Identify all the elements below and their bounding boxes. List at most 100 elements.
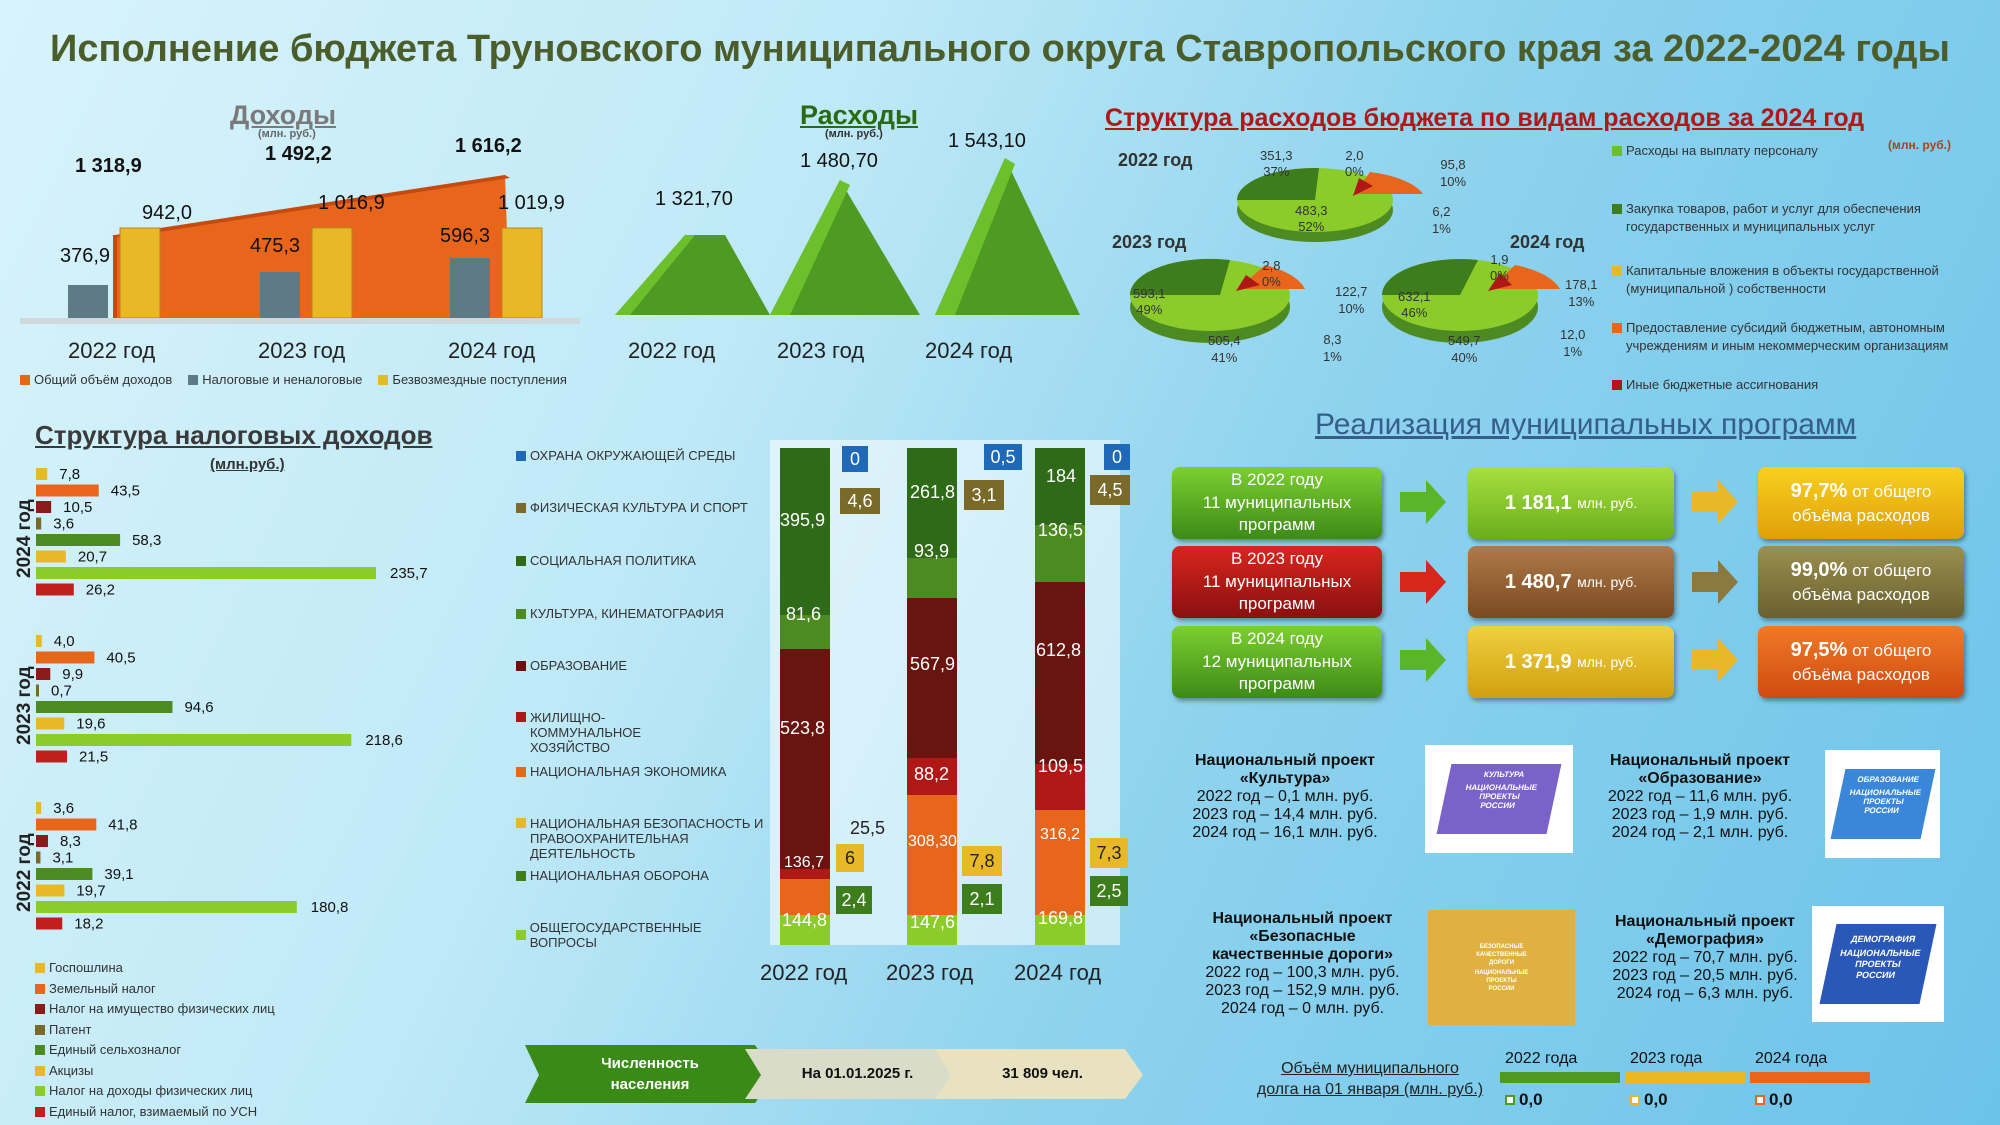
revenue-tax-2024: 596,3 [440, 225, 491, 247]
sector-label: 395,9 [780, 510, 826, 530]
sector-label: 147,6 [910, 912, 956, 932]
national-project-culture: Национальный проект «Культура» 2022 год … [1192, 752, 1378, 841]
expense-value-2024: 1 543,10 [948, 130, 1026, 152]
population-date: На 01.01.2025 г. [801, 1065, 914, 1082]
expense-year-2022: 2022 год [628, 338, 716, 363]
sector-label: 0 [842, 446, 868, 472]
sector-label: 0 [1104, 444, 1130, 470]
pie-year-2023: 2023 год [1112, 232, 1187, 252]
legend-item: Акцизы [35, 1061, 275, 1082]
pie-label: 593,1 49% [1133, 286, 1166, 317]
sector-label: 144,8 [782, 910, 828, 930]
legend-item: СОЦИАЛЬНАЯ ПОЛИТИКА [516, 553, 696, 568]
revenue-year-2024: 2024 год [448, 338, 536, 363]
sector-label: 4,5 [1090, 475, 1130, 505]
sector-label: 4,6 [840, 488, 880, 514]
pie-label: 2,0 0% [1345, 148, 1364, 179]
revenue-free-2024: 1 019,9 [498, 192, 565, 214]
pie-label: 6,2 1% [1432, 204, 1451, 236]
expense-unit: (млн. руб.) [825, 128, 883, 140]
population-banner [525, 1045, 1143, 1103]
structure-unit: (млн. руб.) [1888, 138, 1951, 152]
demography-logo: ДЕМОГРАФИЯ НАЦИОНАЛЬНЫЕ ПРОЕКТЫ РОССИИ [1812, 906, 1944, 1022]
tax-bar [36, 734, 352, 746]
legend-item: Предоставление субсидий бюджетным, автон… [1612, 319, 1982, 376]
pie-label: 12,0 1% [1560, 327, 1586, 359]
program-pct-2023: 99,0% от общего объёма расходов [1758, 546, 1964, 618]
sector-label: 0,5 [984, 444, 1022, 470]
program-box-2023: В 2023 году 11 муниципальных программ [1172, 546, 1382, 618]
tax-bar [36, 651, 95, 664]
pie-year-2024: 2024 год [1510, 232, 1585, 252]
tax-unit: (млн.руб.) [210, 456, 285, 473]
pie-charts [1129, 167, 1560, 343]
revenue-total-2022: 1 318,9 [75, 155, 142, 177]
legend-item: НАЦИОНАЛЬНАЯ ОБОРОНА [516, 868, 709, 883]
sector-label: 6 [836, 844, 864, 872]
tax-value: 235,7 [390, 565, 428, 582]
tax-value: 3,1 [52, 850, 73, 867]
expense-value-2022: 1 321,70 [655, 188, 733, 210]
sector-label: 2,5 [1090, 876, 1128, 906]
sector-label: 316,2 [1040, 826, 1081, 843]
roads-logo: БЕЗОПАСНЫЕ КАЧЕСТВЕННЫЕ ДОРОГИ НАЦИОНАЛЬ… [1428, 910, 1575, 1025]
page-title: Исполнение бюджета Труновского муниципал… [50, 28, 1950, 70]
tax-value: 41,8 [108, 817, 137, 834]
sector-label: 3,1 [964, 480, 1004, 510]
legend-item: Налог на имущество физических лиц [35, 999, 275, 1020]
sector-label: 2,1 [962, 884, 1002, 914]
program-amount-2022: 1 181,1 млн. руб. [1468, 467, 1674, 539]
sector-label: 136,7 [784, 854, 825, 871]
revenue-free-2022: 942,0 [142, 202, 193, 224]
tax-value: 218,6 [365, 732, 403, 749]
tax-bar [36, 583, 74, 596]
legend-item: ОБРАЗОВАНИЕ [516, 658, 627, 673]
legend-item: ОБЩЕГОСУДАРСТВЕННЫЕ ВОПРОСЫ [516, 920, 766, 950]
sector-label: 25,5 [850, 818, 886, 838]
pie-2024 [1382, 259, 1560, 343]
debt-label: Объём муниципального долга на 01 января … [1256, 1060, 1484, 1098]
tax-bar [36, 635, 42, 647]
legend-item: Земельный налог [35, 979, 275, 1000]
tax-value: 3,6 [53, 800, 74, 817]
sector-label: 93,9 [914, 541, 950, 561]
pie-label: 1,9 0% [1490, 252, 1509, 283]
revenue-tax-bars [68, 258, 490, 318]
revenue-heading: Доходы [230, 100, 337, 130]
debt-year-2024: 2024 года [1755, 1050, 1828, 1067]
structure-legend: Расходы на выплату персоналу Закупка тов… [1612, 142, 1982, 394]
legend-item: Иные бюджетные ассигнования [1612, 376, 1982, 394]
tax-value: 8,3 [60, 833, 81, 850]
sector-label: 567,9 [910, 654, 956, 674]
tax-bar [36, 550, 66, 563]
structure-heading: Структура расходов бюджета по видам расх… [1105, 104, 1865, 132]
tax-value: 94,6 [184, 699, 213, 716]
pie-year-2022: 2022 год [1118, 150, 1193, 170]
tax-value: 26,2 [86, 582, 115, 599]
sector-col-2023 [907, 448, 957, 945]
national-project-education: Национальный проект «Образование» 2022 г… [1607, 752, 1793, 841]
tax-value: 10,5 [63, 499, 92, 516]
pie-label: 95,8 10% [1440, 157, 1467, 189]
sector-year-2023: 2023 год [886, 960, 974, 985]
sector-label: 612,8 [1036, 640, 1082, 660]
tax-value: 0,7 [51, 683, 72, 700]
program-pct-2022: 97,7% от общего объёма расходов [1758, 467, 1964, 539]
legend-item: Безвозмездные поступления [378, 372, 567, 387]
tax-bar [36, 818, 97, 831]
sector-label: 261,8 [910, 482, 956, 502]
tax-value: 39,1 [104, 866, 133, 883]
revenue-unit: (млн. руб.) [258, 128, 316, 140]
debt-year-2023: 2023 года [1630, 1050, 1703, 1067]
sector-year-2022: 2022 год [760, 960, 848, 985]
debt-value-2024: 0,0 [1755, 1090, 1793, 1110]
tax-legend: Госпошлина Земельный налог Налог на имущ… [35, 958, 275, 1122]
tax-bar [36, 750, 68, 763]
revenue-total-2024: 1 616,2 [455, 135, 522, 157]
legend-item: Патент [35, 1020, 275, 1041]
tax-chart: 2024 год7,843,510,53,658,320,7235,726,22… [14, 466, 428, 933]
tax-bar [36, 802, 42, 814]
sector-label: 169,8 [1038, 908, 1084, 928]
debt-value-2023: 0,0 [1630, 1090, 1668, 1110]
tax-bar [36, 917, 63, 930]
